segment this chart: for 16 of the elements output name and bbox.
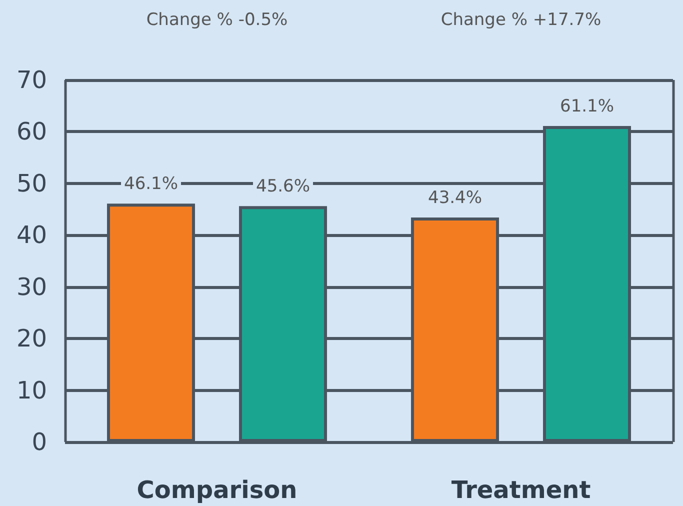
y-tick-label: 60 [16, 118, 47, 146]
x-tick-label: Treatment [451, 476, 591, 504]
y-tick-label: 0 [32, 428, 47, 456]
x-tick-label: Comparison [136, 476, 298, 504]
y-tick-label: 10 [16, 376, 47, 404]
text: Change % +17.7% [440, 10, 602, 30]
y-tick-label: 40 [16, 221, 47, 250]
y-tick-label: 30 [16, 272, 47, 301]
data-label: 61.1% [560, 96, 614, 117]
data-label: 45.6% [256, 176, 310, 197]
y-tick-label: 50 [16, 169, 47, 198]
y-tick-label: 20 [16, 324, 47, 353]
text: Change % -0.5% [145, 10, 289, 30]
y-tick-label: 70 [16, 66, 47, 94]
data-label: 43.4% [428, 188, 482, 208]
data-label: 46.1% [124, 174, 178, 194]
